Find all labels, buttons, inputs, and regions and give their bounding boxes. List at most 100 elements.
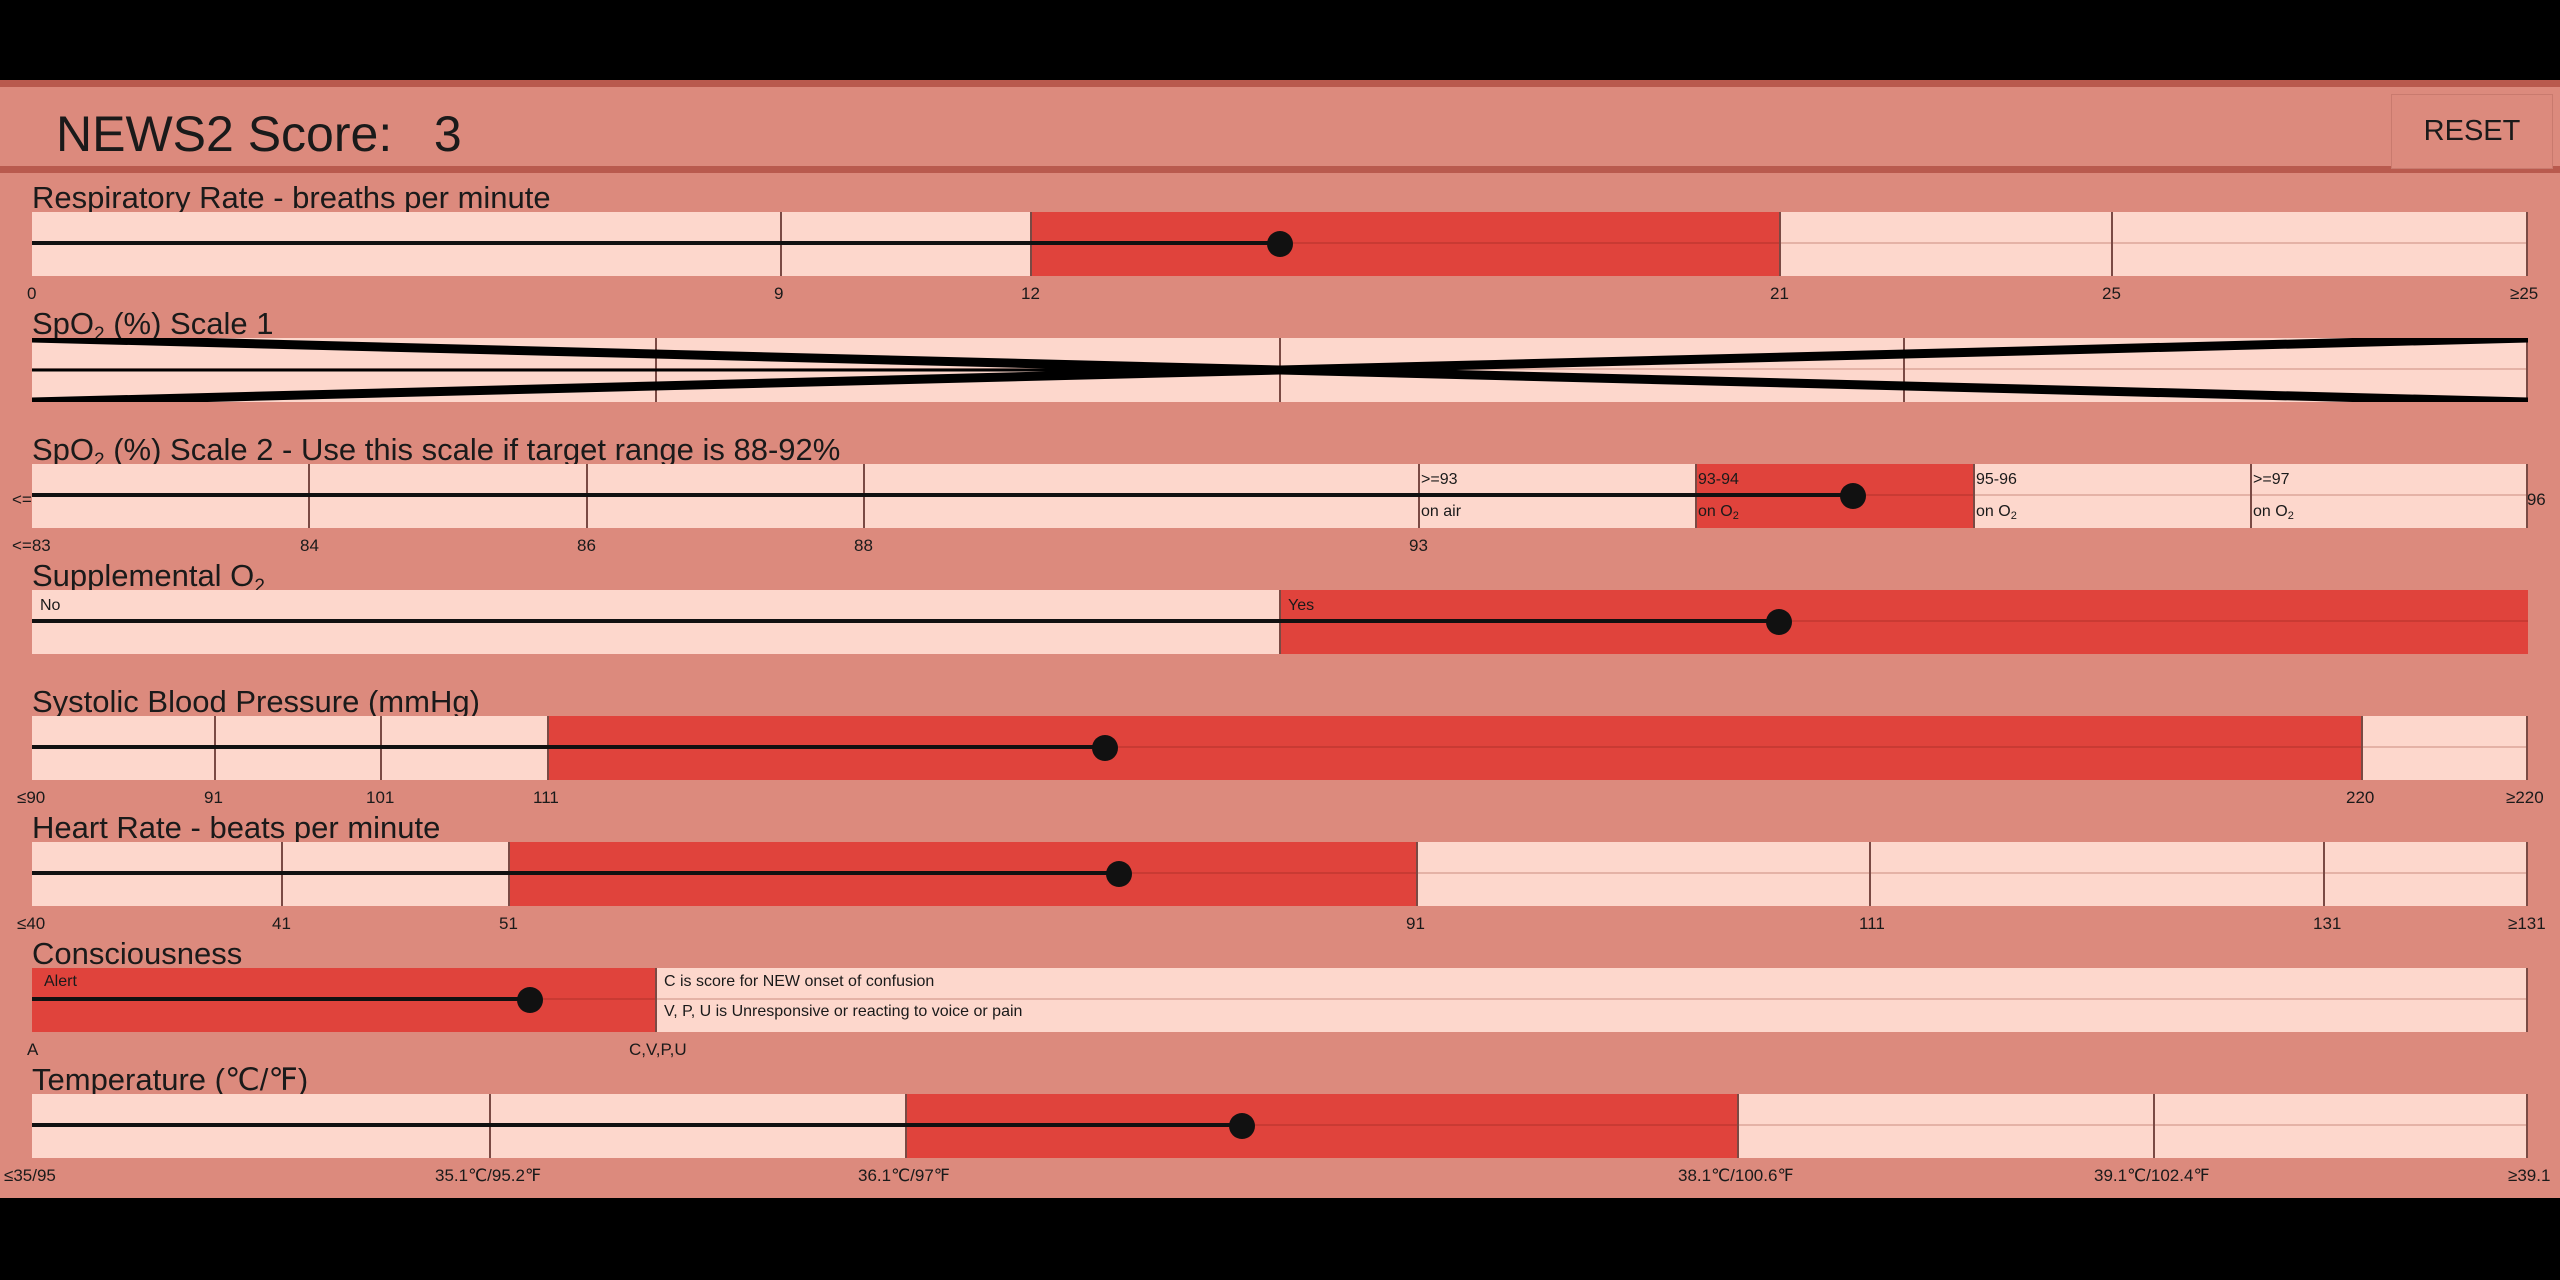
consciousness-note-c: C is score for NEW onset of confusion xyxy=(664,973,935,990)
consciousness-tick: C,V,P,U xyxy=(629,1040,687,1059)
supp-o2-slider[interactable]: No Yes xyxy=(32,590,2528,654)
supp-o2-thumb[interactable] xyxy=(1766,609,1792,635)
temperature-tick: 39.1℃/102.4℉ xyxy=(2094,1166,2210,1185)
bp-label: Systolic Blood Pressure (mmHg) xyxy=(32,684,480,719)
temperature-thumb[interactable] xyxy=(1229,1113,1255,1139)
score-value: 3 xyxy=(433,106,462,162)
supp-o2-fill xyxy=(32,619,1779,623)
spo2-scale2-tick: 93 xyxy=(1409,536,1428,555)
disabled-cross-icon xyxy=(32,338,2528,402)
consciousness-fill xyxy=(32,997,530,1001)
divider xyxy=(2526,1094,2528,1158)
resp-tick: 0 xyxy=(27,284,37,303)
divider xyxy=(1416,842,1418,906)
hr-tick: 91 xyxy=(1406,914,1425,933)
resp-fill xyxy=(32,241,1280,245)
spo2-seg-sublabel: on O2 xyxy=(2253,503,2294,522)
bp-tick: 91 xyxy=(204,788,223,807)
spo2-scale1-label: SpO2 (%) Scale 1 xyxy=(32,306,274,345)
divider xyxy=(2526,338,2528,402)
divider xyxy=(1903,338,1905,402)
bp-tick: ≤90 xyxy=(17,788,46,807)
resp-tick: 9 xyxy=(774,284,784,303)
divider xyxy=(1973,464,1975,528)
divider xyxy=(2111,212,2113,276)
spo2-scale2-tick: 86 xyxy=(577,536,596,555)
spo2-scale1-slider[interactable] xyxy=(32,338,2528,402)
hr-label: Heart Rate - beats per minute xyxy=(32,810,441,845)
resp-tick: 12 xyxy=(1021,284,1040,303)
temperature-fill xyxy=(32,1123,1242,1127)
hr-slider[interactable] xyxy=(32,842,2528,906)
divider xyxy=(2526,716,2528,780)
resp-thumb[interactable] xyxy=(1267,231,1293,257)
spo2-scale2-thumb[interactable] xyxy=(1840,483,1866,509)
spo2-seg-label: 95-96 xyxy=(1976,471,2017,488)
resp-tick: ≥25 xyxy=(2510,284,2539,303)
consciousness-alert-label: Alert xyxy=(44,973,77,990)
spo2-scale2-tick: 88 xyxy=(854,536,873,555)
divider xyxy=(2526,842,2528,906)
bp-thumb[interactable] xyxy=(1092,735,1118,761)
spo2-scale2-slider[interactable]: >=93 on air 93-94 on O2 95-96 on O2 >=97… xyxy=(32,464,2528,528)
temperature-slider[interactable] xyxy=(32,1094,2528,1158)
hr-tick: ≥131 xyxy=(2508,914,2546,933)
temperature-tick: ≤35/95 xyxy=(4,1166,56,1185)
consciousness-tick: A xyxy=(27,1040,39,1059)
divider xyxy=(2526,212,2528,276)
resp-tick: 21 xyxy=(1770,284,1789,303)
supp-o2-no-label: No xyxy=(40,597,61,614)
hr-tick: 51 xyxy=(499,914,518,933)
bp-slider[interactable] xyxy=(32,716,2528,780)
consciousness-label: Consciousness xyxy=(32,936,243,971)
supp-o2-yes-label: Yes xyxy=(1288,597,1315,614)
hr-thumb[interactable] xyxy=(1106,861,1132,887)
hr-tick: ≤40 xyxy=(17,914,46,933)
hr-tick: 131 xyxy=(2313,914,2342,933)
supp-o2-label: Supplemental O2 xyxy=(32,558,265,597)
hr-tick: 41 xyxy=(272,914,291,933)
spo2-scale2-tick: 84 xyxy=(300,536,319,555)
spo2-seg-sublabel: on O2 xyxy=(1976,503,2017,522)
consciousness-slider[interactable]: Alert C is score for NEW onset of confus… xyxy=(32,968,2528,1032)
spo2-scale2-fill xyxy=(32,493,1853,497)
divider xyxy=(2153,1094,2155,1158)
divider xyxy=(2250,464,2252,528)
divider xyxy=(2323,842,2325,906)
temperature-tick: ≥39.1 xyxy=(2508,1166,2551,1185)
divider xyxy=(1779,212,1781,276)
spo2-seg-sublabel: on O2 xyxy=(1698,503,1739,522)
divider xyxy=(2526,464,2528,528)
spo2-scale2-label: SpO2 (%) Scale 2 - Use this scale if tar… xyxy=(32,432,841,471)
resp-slider[interactable] xyxy=(32,212,2528,276)
spo2-scale2-tick: <=83 xyxy=(12,536,51,555)
divider xyxy=(2361,716,2363,780)
temperature-label: Temperature (℃/℉) xyxy=(32,1062,309,1097)
news2-app: NEWS2 Score: 3 RESET Respiratory Rate - … xyxy=(0,80,2560,1198)
resp-tick: 25 xyxy=(2102,284,2121,303)
consciousness-thumb[interactable] xyxy=(517,987,543,1013)
divider xyxy=(655,968,657,1032)
spo2-seg-label: 93-94 xyxy=(1698,471,1739,488)
temperature-tick: 38.1℃/100.6℉ xyxy=(1678,1166,1794,1185)
bp-tick: 220 xyxy=(2346,788,2375,807)
score-label: NEWS2 Score: xyxy=(56,106,393,162)
bp-tick: 101 xyxy=(366,788,395,807)
consciousness-note-vpu: V, P, U is Unresponsive or reacting to v… xyxy=(664,1003,1023,1020)
spo2-seg-label: >=97 xyxy=(2253,471,2290,488)
bp-fill xyxy=(32,745,1105,749)
track-line xyxy=(32,998,2528,1000)
divider xyxy=(1737,1094,1739,1158)
resp-label: Respiratory Rate - breaths per minute xyxy=(32,180,551,215)
reset-button[interactable]: RESET xyxy=(2391,94,2553,169)
spo2-seg-label: >=93 xyxy=(1421,471,1458,488)
score-header: NEWS2 Score: 3 RESET xyxy=(0,80,2560,173)
hr-fill xyxy=(32,871,1119,875)
hr-tick: 111 xyxy=(1859,914,1885,933)
temperature-tick: 35.1℃/95.2℉ xyxy=(435,1166,542,1185)
score-title: NEWS2 Score: 3 xyxy=(56,105,462,163)
divider xyxy=(2526,968,2528,1032)
temperature-tick: 36.1℃/97℉ xyxy=(858,1166,950,1185)
divider xyxy=(1869,842,1871,906)
bp-tick: 111 xyxy=(533,788,559,807)
